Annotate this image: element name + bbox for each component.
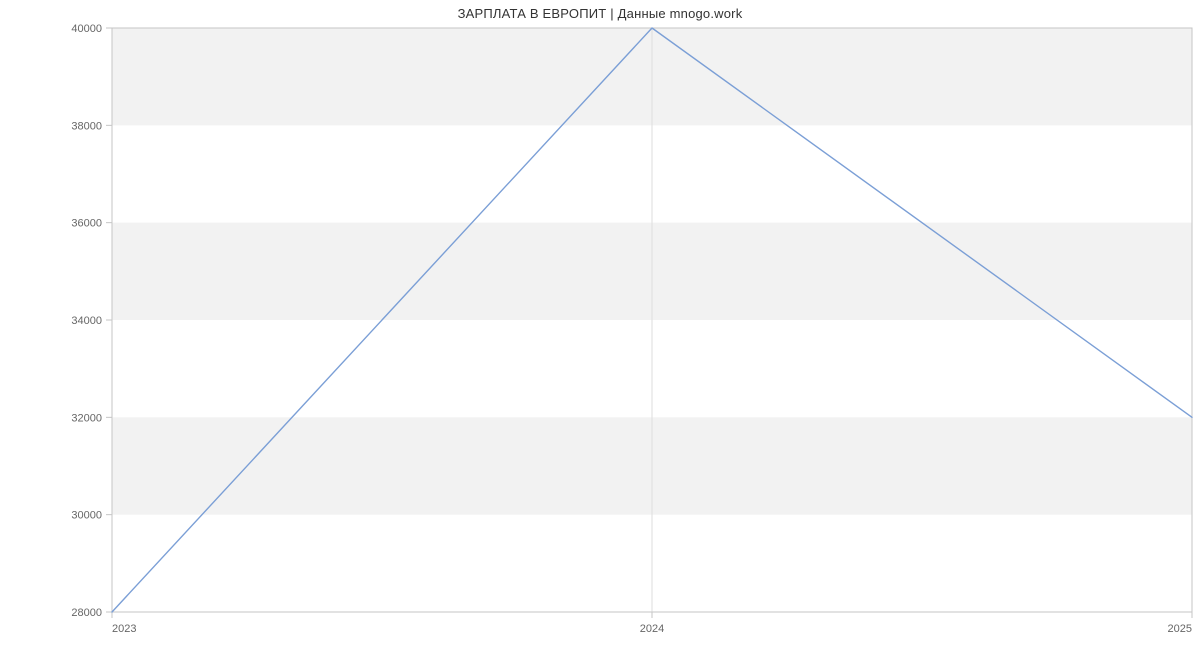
svg-text:38000: 38000 xyxy=(71,120,102,132)
chart-title: ЗАРПЛАТА В ЕВРОПИТ | Данные mnogo.work xyxy=(0,6,1200,21)
svg-text:28000: 28000 xyxy=(71,607,102,619)
svg-text:2023: 2023 xyxy=(112,623,136,635)
svg-text:30000: 30000 xyxy=(71,510,102,522)
svg-text:34000: 34000 xyxy=(71,315,102,327)
svg-text:32000: 32000 xyxy=(71,412,102,424)
chart-svg: 28000 30000 32000 34000 36000 38000 40000 2023 2… xyxy=(0,0,1200,650)
salary-line-chart: ЗАРПЛАТА В ЕВРОПИТ | Данные mnogo.work 2… xyxy=(0,0,1200,650)
svg-text:36000: 36000 xyxy=(71,218,102,230)
svg-text:40000: 40000 xyxy=(71,23,102,35)
svg-text:2024: 2024 xyxy=(640,623,664,635)
svg-text:2025: 2025 xyxy=(1168,623,1192,635)
